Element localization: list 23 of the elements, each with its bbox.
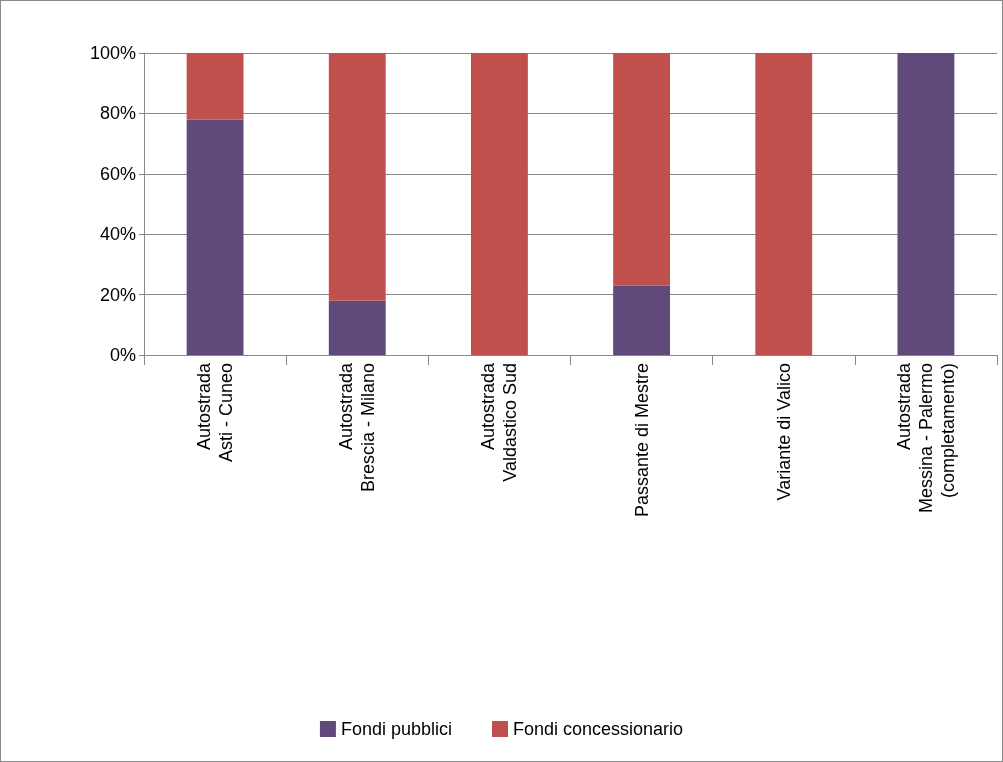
bar <box>897 53 955 355</box>
x-tick-label: Variante di Valico <box>773 363 794 501</box>
x-tick-label: Autostrada Brescia - Milano <box>336 362 379 493</box>
y-tick-label: 0% <box>109 345 136 365</box>
y-tick-label: 20% <box>99 284 136 305</box>
bar <box>328 53 386 301</box>
legend-label: Fondi concessionario <box>512 719 684 739</box>
bar <box>186 119 244 355</box>
bar <box>186 53 244 120</box>
x-tick-label: Autostrada Messina - Palermo (completamento) <box>893 362 958 514</box>
bar <box>470 53 528 355</box>
bar <box>328 300 386 355</box>
bar <box>613 285 671 355</box>
x-tick-label: Passante di Mestre <box>631 363 652 518</box>
x-tick-label: Autostrada Valdastico Sud <box>478 362 521 482</box>
bar <box>613 53 671 286</box>
y-tick-label: 60% <box>99 163 136 184</box>
x-tick-label: Autostrada Asti - Cuneo <box>194 362 237 463</box>
y-tick-label: 80% <box>99 103 136 124</box>
bar <box>755 53 813 355</box>
y-tick-label: 100% <box>89 43 136 63</box>
legend-label: Fondi pubblici <box>340 719 452 739</box>
y-tick-label: 40% <box>99 224 136 245</box>
